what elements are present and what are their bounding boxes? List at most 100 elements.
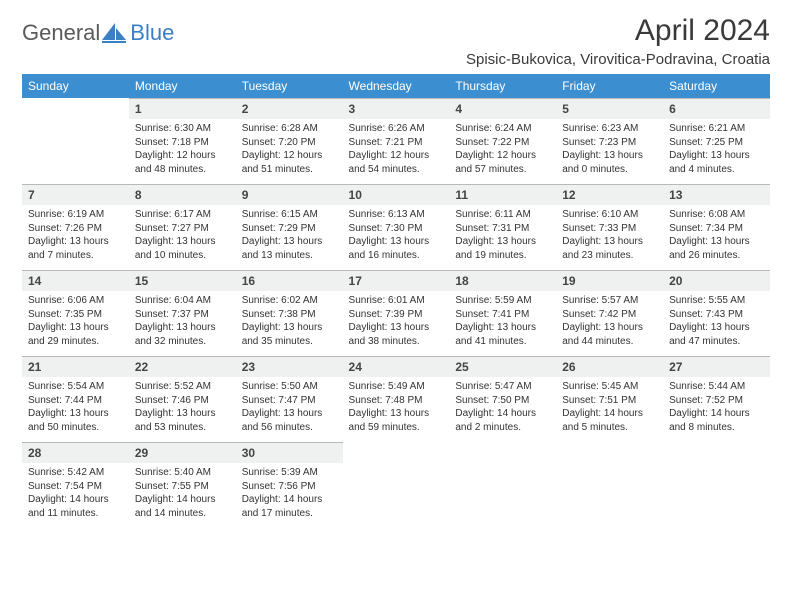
day-number: 8 — [129, 184, 236, 205]
calendar-day-cell: 4Sunrise: 6:24 AMSunset: 7:22 PMDaylight… — [449, 98, 556, 184]
day-line: and 35 minutes. — [242, 335, 337, 349]
day-line: Sunrise: 6:17 AM — [135, 208, 230, 222]
day-line: and 10 minutes. — [135, 249, 230, 263]
weekday-thursday: Thursday — [449, 74, 556, 98]
day-line: and 23 minutes. — [562, 249, 657, 263]
day-line: Sunset: 7:33 PM — [562, 222, 657, 236]
day-number: 20 — [663, 270, 770, 291]
weekday-wednesday: Wednesday — [343, 74, 450, 98]
day-line: and 53 minutes. — [135, 421, 230, 435]
day-line: Sunset: 7:39 PM — [349, 308, 444, 322]
day-line: Sunrise: 6:26 AM — [349, 122, 444, 136]
day-line: Sunset: 7:27 PM — [135, 222, 230, 236]
day-line: Sunset: 7:55 PM — [135, 480, 230, 494]
day-details: Sunrise: 5:49 AMSunset: 7:48 PMDaylight:… — [343, 377, 450, 436]
day-line: Sunrise: 5:50 AM — [242, 380, 337, 394]
day-line: and 7 minutes. — [28, 249, 123, 263]
calendar-day-cell: 20Sunrise: 5:55 AMSunset: 7:43 PMDayligh… — [663, 270, 770, 356]
day-line: Sunset: 7:38 PM — [242, 308, 337, 322]
day-line: Daylight: 13 hours — [349, 321, 444, 335]
day-line: Sunrise: 6:11 AM — [455, 208, 550, 222]
day-number: 3 — [343, 98, 450, 119]
day-line: Daylight: 12 hours — [455, 149, 550, 163]
day-number: 30 — [236, 442, 343, 463]
day-line: Daylight: 13 hours — [135, 321, 230, 335]
day-details: Sunrise: 5:47 AMSunset: 7:50 PMDaylight:… — [449, 377, 556, 436]
day-line: Daylight: 14 hours — [135, 493, 230, 507]
day-number: 16 — [236, 270, 343, 291]
header: General Blue April 2024 Spisic-Bukovica,… — [22, 14, 770, 68]
calendar-day-cell: 25Sunrise: 5:47 AMSunset: 7:50 PMDayligh… — [449, 356, 556, 442]
day-line: and 26 minutes. — [669, 249, 764, 263]
calendar-day-cell: 21Sunrise: 5:54 AMSunset: 7:44 PMDayligh… — [22, 356, 129, 442]
day-details: Sunrise: 6:06 AMSunset: 7:35 PMDaylight:… — [22, 291, 129, 350]
calendar-day-cell: 17Sunrise: 6:01 AMSunset: 7:39 PMDayligh… — [343, 270, 450, 356]
calendar-day-cell: 24Sunrise: 5:49 AMSunset: 7:48 PMDayligh… — [343, 356, 450, 442]
day-line: Sunrise: 5:44 AM — [669, 380, 764, 394]
day-details: Sunrise: 6:28 AMSunset: 7:20 PMDaylight:… — [236, 119, 343, 178]
calendar-week-row: 1Sunrise: 6:30 AMSunset: 7:18 PMDaylight… — [22, 98, 770, 184]
day-line: Daylight: 14 hours — [455, 407, 550, 421]
calendar-day-cell: 13Sunrise: 6:08 AMSunset: 7:34 PMDayligh… — [663, 184, 770, 270]
day-line: Sunrise: 5:47 AM — [455, 380, 550, 394]
calendar-day-cell: 14Sunrise: 6:06 AMSunset: 7:35 PMDayligh… — [22, 270, 129, 356]
calendar-day-cell — [449, 442, 556, 528]
day-line: Sunset: 7:56 PM — [242, 480, 337, 494]
day-line: Daylight: 12 hours — [135, 149, 230, 163]
day-line: and 11 minutes. — [28, 507, 123, 521]
location-subtitle: Spisic-Bukovica, Virovitica-Podravina, C… — [466, 51, 770, 68]
day-number: 19 — [556, 270, 663, 291]
calendar-day-cell: 29Sunrise: 5:40 AMSunset: 7:55 PMDayligh… — [129, 442, 236, 528]
day-line: Daylight: 13 hours — [669, 321, 764, 335]
day-details: Sunrise: 6:21 AMSunset: 7:25 PMDaylight:… — [663, 119, 770, 178]
day-line: Sunset: 7:29 PM — [242, 222, 337, 236]
day-line: Daylight: 13 hours — [562, 149, 657, 163]
day-line: Daylight: 13 hours — [242, 321, 337, 335]
day-line: Daylight: 13 hours — [349, 407, 444, 421]
calendar-day-cell: 28Sunrise: 5:42 AMSunset: 7:54 PMDayligh… — [22, 442, 129, 528]
day-line: Sunset: 7:18 PM — [135, 136, 230, 150]
day-line: Daylight: 13 hours — [28, 235, 123, 249]
calendar-day-cell: 6Sunrise: 6:21 AMSunset: 7:25 PMDaylight… — [663, 98, 770, 184]
day-number: 22 — [129, 356, 236, 377]
day-details: Sunrise: 6:19 AMSunset: 7:26 PMDaylight:… — [22, 205, 129, 264]
calendar-day-cell: 11Sunrise: 6:11 AMSunset: 7:31 PMDayligh… — [449, 184, 556, 270]
day-line: and 54 minutes. — [349, 163, 444, 177]
day-number: 6 — [663, 98, 770, 119]
day-line: and 14 minutes. — [135, 507, 230, 521]
day-line: Sunset: 7:30 PM — [349, 222, 444, 236]
day-line: Sunrise: 6:02 AM — [242, 294, 337, 308]
calendar-day-cell — [22, 98, 129, 184]
day-line: Sunset: 7:43 PM — [669, 308, 764, 322]
day-line: and 41 minutes. — [455, 335, 550, 349]
logo-text-general: General — [22, 20, 100, 46]
day-number: 21 — [22, 356, 129, 377]
weekday-monday: Monday — [129, 74, 236, 98]
day-line: Sunrise: 6:30 AM — [135, 122, 230, 136]
day-line: and 4 minutes. — [669, 163, 764, 177]
calendar-day-cell: 30Sunrise: 5:39 AMSunset: 7:56 PMDayligh… — [236, 442, 343, 528]
calendar-day-cell: 7Sunrise: 6:19 AMSunset: 7:26 PMDaylight… — [22, 184, 129, 270]
day-line: and 57 minutes. — [455, 163, 550, 177]
day-number: 17 — [343, 270, 450, 291]
day-line: Sunrise: 6:13 AM — [349, 208, 444, 222]
day-line: Daylight: 13 hours — [562, 321, 657, 335]
calendar-day-cell: 23Sunrise: 5:50 AMSunset: 7:47 PMDayligh… — [236, 356, 343, 442]
day-number: 29 — [129, 442, 236, 463]
day-line: and 48 minutes. — [135, 163, 230, 177]
day-line: Daylight: 13 hours — [455, 235, 550, 249]
day-details: Sunrise: 5:42 AMSunset: 7:54 PMDaylight:… — [22, 463, 129, 522]
day-number: 4 — [449, 98, 556, 119]
day-line: Sunrise: 6:24 AM — [455, 122, 550, 136]
month-title: April 2024 — [466, 14, 770, 48]
day-line: and 17 minutes. — [242, 507, 337, 521]
day-line: Daylight: 14 hours — [562, 407, 657, 421]
calendar-day-cell: 27Sunrise: 5:44 AMSunset: 7:52 PMDayligh… — [663, 356, 770, 442]
calendar-week-row: 21Sunrise: 5:54 AMSunset: 7:44 PMDayligh… — [22, 356, 770, 442]
day-line: Sunrise: 6:23 AM — [562, 122, 657, 136]
calendar-week-row: 14Sunrise: 6:06 AMSunset: 7:35 PMDayligh… — [22, 270, 770, 356]
day-details: Sunrise: 6:24 AMSunset: 7:22 PMDaylight:… — [449, 119, 556, 178]
day-details: Sunrise: 6:26 AMSunset: 7:21 PMDaylight:… — [343, 119, 450, 178]
day-details: Sunrise: 6:13 AMSunset: 7:30 PMDaylight:… — [343, 205, 450, 264]
calendar-day-cell: 19Sunrise: 5:57 AMSunset: 7:42 PMDayligh… — [556, 270, 663, 356]
